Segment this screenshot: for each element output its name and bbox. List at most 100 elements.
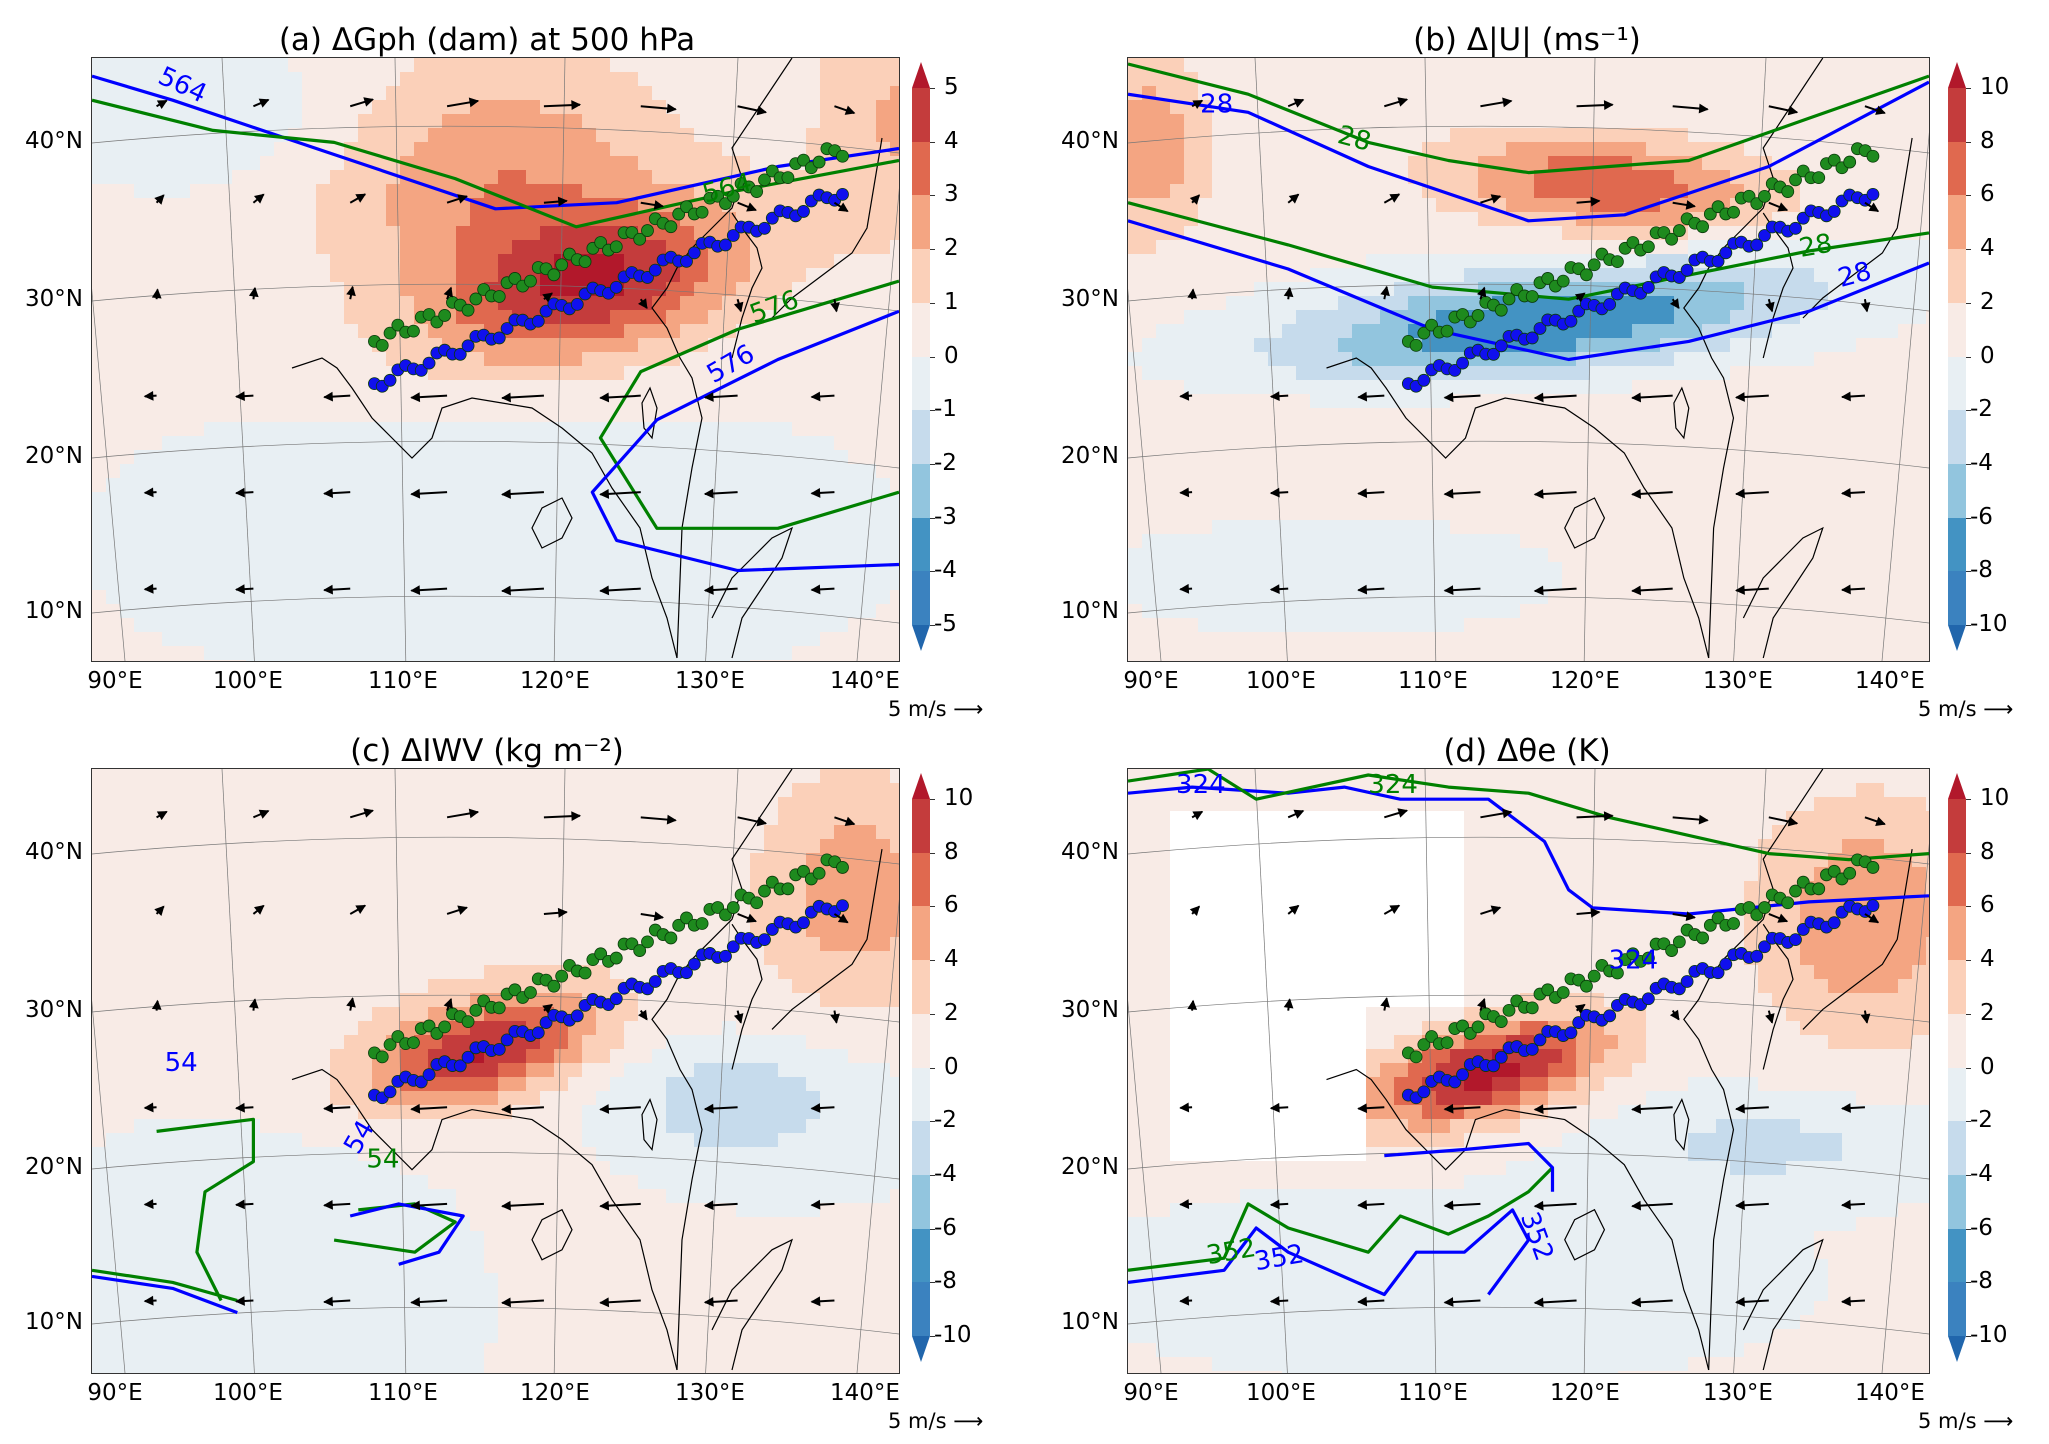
field-cell — [1254, 548, 1269, 563]
field-cell — [1814, 268, 1829, 283]
field-cell — [722, 338, 737, 353]
field-cell — [1240, 394, 1255, 409]
field-cell — [1296, 58, 1311, 73]
field-cell — [1814, 86, 1829, 101]
field-cell — [344, 506, 359, 521]
field-cell — [792, 646, 807, 661]
field-cell — [1884, 436, 1899, 451]
field-cell — [1338, 548, 1353, 563]
field-cell — [274, 86, 289, 101]
field-cell — [106, 548, 121, 563]
field-cell — [1408, 254, 1423, 269]
field-cell — [890, 170, 899, 185]
field-cell — [1282, 478, 1297, 493]
field-cell — [834, 86, 849, 101]
field-cell — [554, 142, 569, 157]
field-cell — [316, 520, 331, 535]
field-cell — [1226, 212, 1241, 227]
field-cell — [1576, 128, 1591, 143]
field-cell — [372, 422, 387, 437]
field-cell — [176, 492, 191, 507]
field-cell — [582, 478, 597, 493]
field-cell — [302, 114, 317, 129]
field-cell — [106, 450, 121, 465]
field-cell — [1912, 142, 1927, 157]
field-cell — [708, 436, 723, 451]
field-cell — [1884, 352, 1899, 367]
field-cell — [1212, 394, 1227, 409]
field-cell — [120, 226, 135, 241]
field-cell — [1436, 170, 1451, 185]
field-cell — [1660, 282, 1675, 297]
field-cell — [1912, 324, 1927, 339]
field-cell — [1352, 478, 1367, 493]
field-cell — [1590, 72, 1605, 87]
field-cell — [428, 478, 443, 493]
field-cell — [526, 408, 541, 423]
field-cell — [302, 660, 317, 661]
field-cell — [1142, 268, 1157, 283]
field-cell — [246, 58, 261, 73]
field-cell — [1240, 520, 1255, 535]
field-cell — [540, 618, 555, 633]
field-cell — [848, 212, 863, 227]
field-cell — [820, 534, 835, 549]
field-cell — [218, 268, 233, 283]
field-cell — [190, 282, 205, 297]
field-cell — [498, 436, 513, 451]
field-cell — [1170, 422, 1185, 437]
field-cell — [442, 618, 457, 633]
field-cell — [1128, 226, 1143, 241]
field-cell — [1898, 212, 1913, 227]
field-cell — [1912, 212, 1927, 227]
field-cell — [1198, 156, 1213, 171]
field-cell — [512, 296, 527, 311]
field-cell — [316, 184, 331, 199]
field-cell — [1604, 352, 1619, 367]
field-cell — [1562, 548, 1577, 563]
field-cell — [1282, 394, 1297, 409]
field-cell — [764, 618, 779, 633]
field-cell — [708, 660, 723, 661]
field-cell — [820, 492, 835, 507]
field-cell — [890, 338, 899, 353]
field-cell — [512, 100, 527, 115]
field-cell — [512, 338, 527, 353]
field-cell — [764, 436, 779, 451]
field-cell — [456, 156, 471, 171]
field-cell — [1744, 408, 1759, 423]
field-cell — [1240, 562, 1255, 577]
field-cell — [1870, 352, 1885, 367]
field-cell — [596, 72, 611, 87]
field-cell — [526, 520, 541, 535]
field-cell — [1380, 562, 1395, 577]
field-cell — [1562, 506, 1577, 521]
field-cell — [456, 604, 471, 619]
lon-tick-label: 130°E — [675, 668, 745, 694]
field-cell — [1632, 352, 1647, 367]
field-cell — [1926, 296, 1929, 311]
field-cell — [1674, 142, 1689, 157]
field-cell — [232, 422, 247, 437]
field-cell — [1380, 450, 1395, 465]
field-cell — [764, 114, 779, 129]
field-cell — [1688, 72, 1703, 87]
field-cell — [862, 394, 877, 409]
field-cell — [1898, 310, 1913, 325]
field-cell — [1422, 226, 1437, 241]
field-cell — [1240, 240, 1255, 255]
field-cell — [106, 562, 121, 577]
field-cell — [1660, 296, 1675, 311]
field-cell — [624, 72, 639, 87]
field-cell — [1604, 142, 1619, 157]
field-cell — [358, 226, 373, 241]
field-cell — [582, 408, 597, 423]
field-cell — [1394, 436, 1409, 451]
field-cell — [792, 72, 807, 87]
field-cell — [1240, 198, 1255, 213]
field-cell — [1576, 380, 1591, 395]
field-cell — [1548, 436, 1563, 451]
field-cell — [1422, 198, 1437, 213]
field-cell — [512, 58, 527, 73]
field-cell — [470, 436, 485, 451]
